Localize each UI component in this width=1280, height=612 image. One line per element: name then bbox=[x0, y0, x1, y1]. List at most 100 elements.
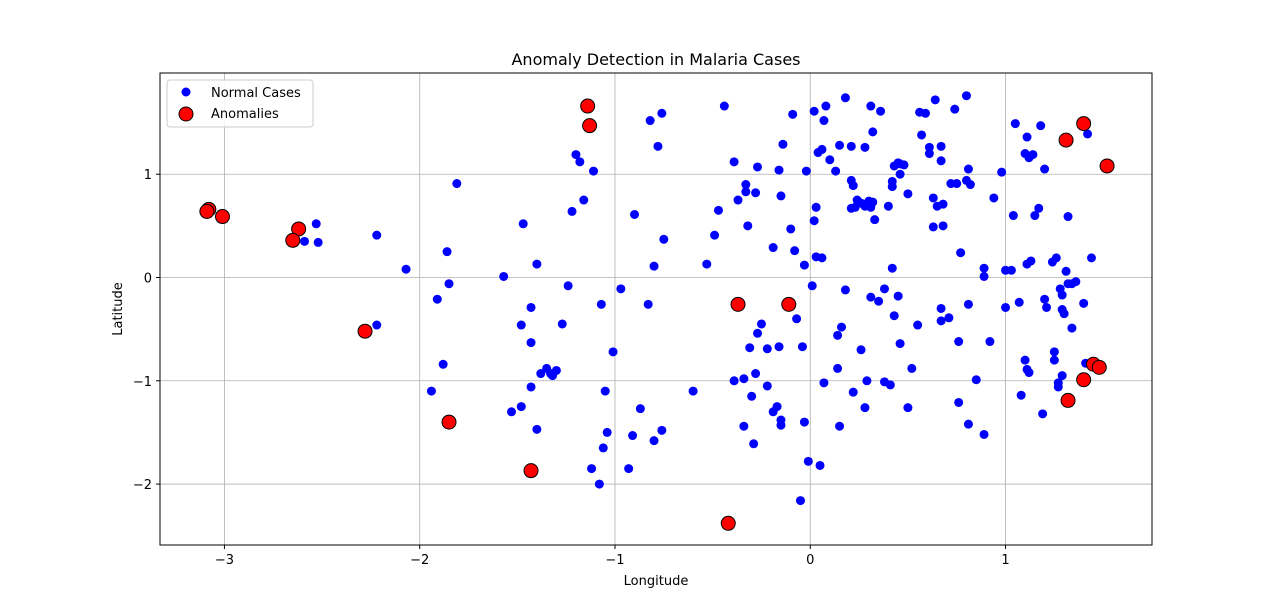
normal-case-point bbox=[920, 108, 930, 118]
normal-case-point bbox=[426, 386, 436, 396]
normal-case-point bbox=[979, 429, 989, 439]
y-axis-label: Latitude bbox=[111, 282, 126, 336]
normal-case-point bbox=[702, 259, 712, 269]
normal-case-point bbox=[807, 281, 817, 291]
y-tick-label: 0 bbox=[144, 271, 152, 286]
x-axis-label: Longitude bbox=[624, 574, 689, 589]
x-tick-label: −2 bbox=[410, 553, 429, 568]
normal-case-point bbox=[741, 187, 751, 197]
normal-case-point bbox=[862, 376, 872, 386]
normal-case-point bbox=[835, 140, 845, 150]
normal-case-point bbox=[1042, 302, 1052, 312]
normal-case-point bbox=[913, 320, 923, 330]
anomaly-point bbox=[523, 463, 539, 479]
normal-case-point bbox=[799, 417, 809, 427]
normal-case-point bbox=[956, 248, 966, 258]
normal-case-point bbox=[645, 116, 655, 126]
normal-case-point bbox=[598, 443, 608, 453]
normal-case-point bbox=[733, 195, 743, 205]
normal-case-point bbox=[848, 181, 858, 191]
normal-case-point bbox=[903, 403, 913, 413]
normal-case-point bbox=[756, 319, 766, 329]
normal-case-point bbox=[1063, 212, 1073, 222]
legend-marker-normal bbox=[181, 87, 191, 97]
normal-case-point bbox=[846, 141, 856, 151]
normal-case-point bbox=[602, 427, 612, 437]
normal-case-point bbox=[762, 381, 772, 391]
normal-case-point bbox=[743, 221, 753, 231]
normal-case-point bbox=[372, 230, 382, 240]
data-points bbox=[199, 91, 1115, 531]
normal-case-point bbox=[903, 189, 913, 199]
normal-case-point bbox=[739, 421, 749, 431]
normal-case-point bbox=[778, 139, 788, 149]
normal-case-point bbox=[936, 316, 946, 326]
normal-case-point bbox=[1010, 119, 1020, 129]
normal-case-point bbox=[747, 391, 757, 401]
normal-case-point bbox=[713, 205, 723, 215]
normal-case-point bbox=[1071, 277, 1081, 287]
normal-case-point bbox=[1014, 297, 1024, 307]
normal-case-point bbox=[729, 157, 739, 167]
plot-frame bbox=[159, 72, 1153, 546]
normal-case-point bbox=[311, 219, 321, 229]
normal-case-point bbox=[1061, 266, 1071, 276]
normal-case-point bbox=[1026, 256, 1036, 266]
normal-case-point bbox=[372, 320, 382, 330]
normal-case-point bbox=[944, 313, 954, 323]
normal-case-point bbox=[608, 347, 618, 357]
normal-case-point bbox=[801, 166, 811, 176]
normal-case-point bbox=[1040, 294, 1050, 304]
normal-case-point bbox=[985, 337, 995, 347]
legend-label-normal: Normal Cases bbox=[211, 86, 301, 101]
normal-case-point bbox=[710, 230, 720, 240]
normal-case-point bbox=[563, 281, 573, 291]
normal-case-point bbox=[790, 246, 800, 256]
normal-case-point bbox=[536, 369, 546, 379]
normal-case-point bbox=[1020, 355, 1030, 365]
normal-case-point bbox=[594, 479, 604, 489]
normal-case-point bbox=[819, 378, 829, 388]
normal-case-point bbox=[313, 237, 323, 247]
anomaly-point bbox=[720, 515, 736, 531]
normal-case-point bbox=[1040, 164, 1050, 174]
legend-marker-anomaly bbox=[178, 106, 194, 122]
normal-case-point bbox=[1038, 409, 1048, 419]
normal-case-point bbox=[1001, 302, 1011, 312]
normal-case-point bbox=[516, 320, 526, 330]
normal-case-point bbox=[1051, 253, 1061, 263]
normal-case-point bbox=[792, 314, 802, 324]
normal-case-point bbox=[866, 292, 876, 302]
normal-case-point bbox=[963, 419, 973, 429]
normal-case-point bbox=[928, 222, 938, 232]
anomaly-point bbox=[1076, 116, 1092, 132]
normal-case-point bbox=[883, 201, 893, 211]
normal-case-point bbox=[809, 216, 819, 226]
y-tick-label: 1 bbox=[144, 168, 152, 183]
normal-case-point bbox=[628, 431, 638, 441]
normal-case-point bbox=[895, 169, 905, 179]
anomaly-point bbox=[1099, 158, 1115, 174]
normal-case-point bbox=[1036, 121, 1046, 131]
normal-case-point bbox=[526, 302, 536, 312]
normal-case-point bbox=[833, 330, 843, 340]
normal-case-point bbox=[874, 296, 884, 306]
normal-case-point bbox=[848, 387, 858, 397]
normal-case-point bbox=[950, 104, 960, 114]
normal-case-point bbox=[860, 142, 870, 152]
normal-case-point bbox=[1022, 132, 1032, 142]
normal-case-point bbox=[442, 247, 452, 257]
normal-case-point bbox=[870, 215, 880, 225]
normal-case-point bbox=[954, 337, 964, 347]
normal-case-point bbox=[797, 342, 807, 352]
x-tick-label: 1 bbox=[1001, 553, 1009, 568]
normal-case-point bbox=[961, 91, 971, 101]
normal-case-point bbox=[688, 386, 698, 396]
normal-case-point bbox=[840, 93, 850, 103]
normal-case-point bbox=[526, 382, 536, 392]
normal-case-point bbox=[979, 263, 989, 273]
normal-case-point bbox=[952, 179, 962, 189]
normal-case-point bbox=[893, 291, 903, 301]
normal-case-point bbox=[516, 402, 526, 412]
normal-case-point bbox=[1008, 211, 1018, 221]
